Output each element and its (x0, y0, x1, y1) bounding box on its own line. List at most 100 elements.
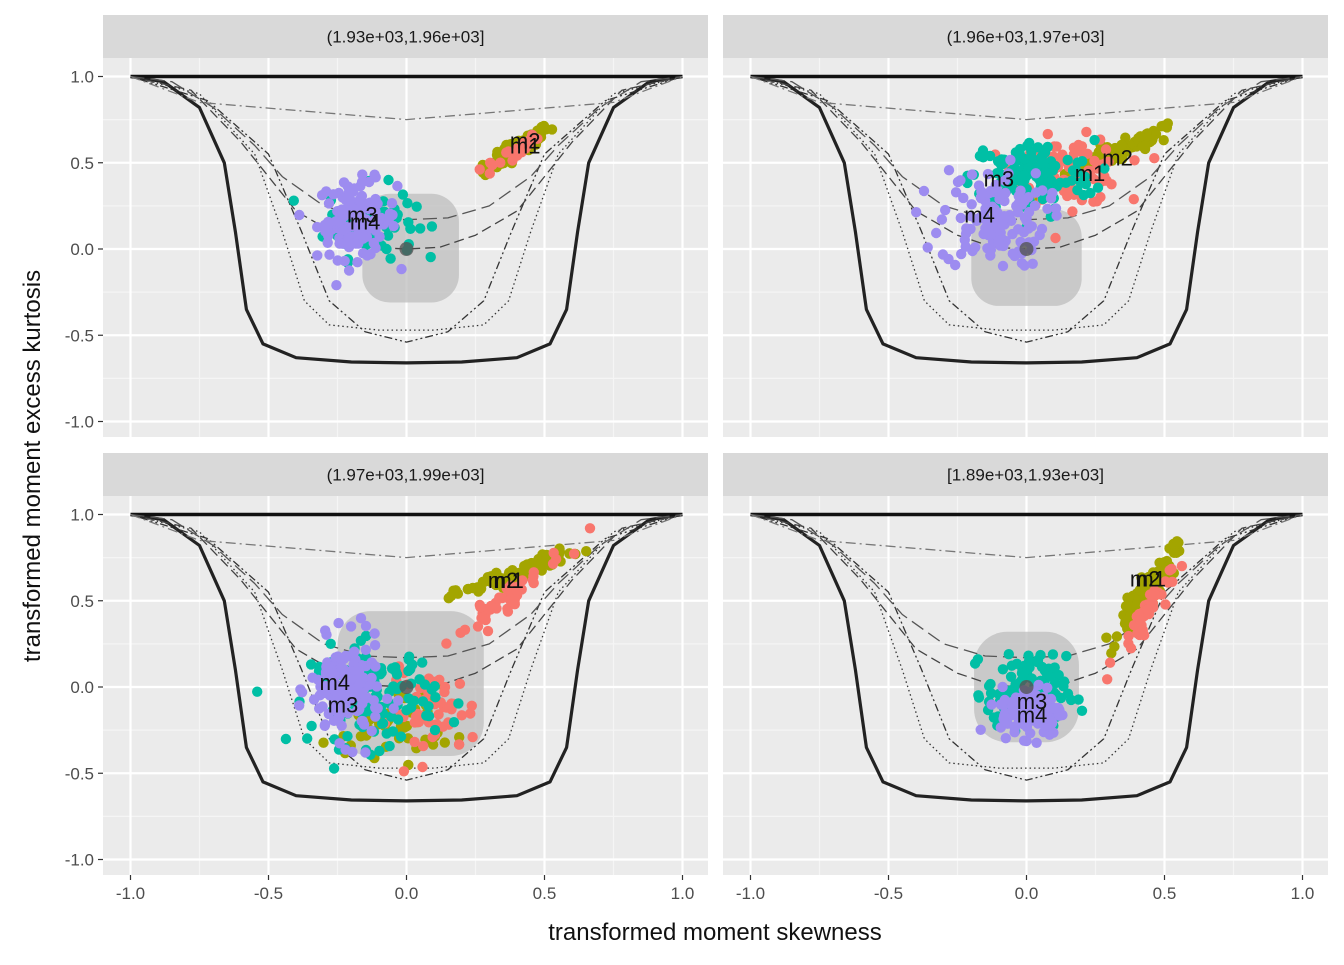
data-point-m3 (1089, 134, 1100, 146)
data-point-m4 (327, 668, 338, 679)
data-point-m2 (1141, 579, 1153, 590)
data-point-m4 (392, 180, 403, 192)
data-point-m3 (1075, 177, 1087, 188)
data-point-m4 (352, 257, 363, 268)
data-point-m4 (1015, 185, 1026, 196)
data-point-m4 (974, 212, 986, 223)
data-point-m4 (316, 190, 328, 201)
data-point-m1 (456, 710, 467, 721)
facet-strip (103, 15, 708, 58)
data-point-m3 (383, 174, 394, 186)
data-point-m2 (497, 574, 508, 585)
data-point-m4 (317, 701, 328, 712)
data-point-m3 (1003, 649, 1014, 660)
reference-curve-dashed (130, 513, 683, 688)
data-point-m4 (937, 249, 949, 260)
data-point-m3 (374, 745, 385, 757)
series-label-m2: m2 (1130, 566, 1161, 591)
data-point-m2 (1168, 547, 1180, 558)
reference-curve-dotted (750, 513, 1303, 769)
data-point-m1 (1123, 630, 1134, 642)
data-point-m2 (454, 732, 465, 743)
data-point-m4 (387, 209, 398, 221)
reference-curve-dashdot-grey (130, 75, 683, 121)
series-label-m4: m4 (964, 203, 995, 228)
data-point-m1 (467, 731, 478, 743)
data-point-m3 (1037, 156, 1048, 167)
data-point-m4 (360, 644, 371, 655)
reference-curve-dashed (130, 75, 683, 250)
data-point-m3 (972, 654, 984, 665)
data-point-m1 (417, 761, 428, 773)
data-point-m3 (429, 681, 440, 692)
data-point-m1 (1042, 128, 1054, 140)
data-point-m4 (1027, 258, 1038, 269)
data-point-m4 (335, 652, 346, 664)
data-point-m4 (343, 186, 355, 197)
data-point-m4 (997, 219, 1008, 230)
center-point (1019, 242, 1034, 256)
data-point-m4 (320, 226, 331, 237)
data-point-m2 (448, 585, 459, 596)
data-point-m1 (1050, 232, 1061, 244)
data-point-m1 (482, 625, 494, 637)
data-point-m3 (1036, 661, 1048, 673)
data-point-m3 (1099, 163, 1110, 174)
data-point-m3 (1039, 147, 1051, 158)
series-label-m4: m4 (350, 209, 381, 234)
data-point-m1 (487, 159, 498, 171)
data-point-m4 (1007, 704, 1018, 715)
data-point-m3 (405, 223, 416, 234)
data-point-m4 (966, 169, 978, 180)
data-point-m4 (320, 687, 331, 699)
data-point-m1 (1164, 565, 1175, 576)
data-point-m2 (1120, 601, 1132, 612)
series-label-m4: m4 (319, 670, 350, 695)
data-point-m4 (343, 265, 355, 276)
data-point-m3 (403, 654, 414, 665)
data-point-m3 (252, 686, 263, 697)
data-point-m4 (995, 699, 1007, 710)
data-point-m4 (980, 203, 991, 214)
data-point-m4 (360, 747, 371, 758)
series-label-m3: m3 (1017, 689, 1048, 714)
reference-curve-dashed (750, 513, 1303, 688)
data-point-m2 (1171, 536, 1183, 547)
data-point-m3 (415, 223, 426, 234)
data-point-m4 (354, 194, 365, 205)
data-point-m1 (1135, 615, 1146, 626)
series-label-m3: m3 (347, 203, 378, 228)
data-point-m1 (1146, 590, 1158, 601)
x-tick-label: -0.5 (874, 884, 903, 903)
data-point-m3 (973, 690, 984, 701)
data-point-m4 (1042, 682, 1053, 693)
data-point-m2 (492, 146, 503, 158)
data-point-m4 (985, 250, 996, 261)
data-point-m3 (991, 168, 1003, 179)
data-point-m3 (1011, 165, 1022, 176)
data-point-m1 (568, 548, 580, 559)
data-point-m3 (1049, 662, 1060, 673)
data-point-m4 (356, 176, 368, 188)
data-point-m4 (931, 227, 942, 239)
data-point-m2 (581, 546, 592, 557)
x-axis-title: transformed moment skewness (548, 919, 881, 946)
data-point-m4 (999, 175, 1011, 186)
data-point-m1 (1125, 643, 1137, 654)
reference-curve-dashdot-grey (130, 513, 683, 559)
data-point-m4 (388, 220, 399, 232)
data-point-m1 (409, 736, 420, 748)
data-point-m4 (355, 613, 367, 624)
data-point-m4 (1000, 187, 1011, 199)
facet-title: (1.93e+03,1.96e+03] (327, 28, 485, 47)
reference-curve-dashed (750, 75, 1303, 250)
data-point-m2 (467, 582, 478, 594)
data-point-m4 (320, 625, 331, 636)
data-point-m3 (426, 221, 438, 232)
data-point-m3 (448, 717, 460, 728)
data-point-m3 (388, 681, 399, 692)
data-point-m4 (375, 212, 387, 224)
data-point-m4 (366, 672, 377, 684)
y-tick-label: 1.0 (70, 506, 94, 525)
